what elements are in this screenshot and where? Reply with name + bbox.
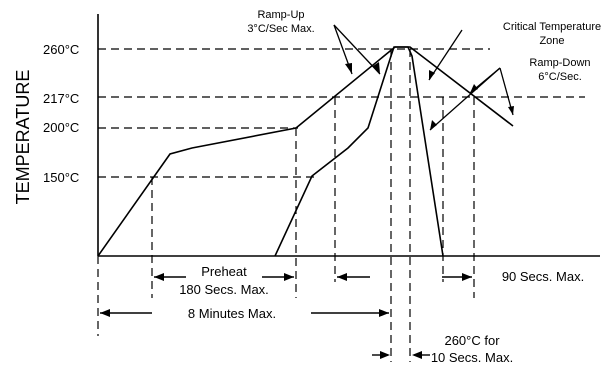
time-reference-lines bbox=[97, 49, 475, 362]
y-tick-260: 260°C bbox=[43, 42, 79, 57]
preheat-label-1: Preheat bbox=[201, 264, 247, 279]
y-tick-217: 217°C bbox=[43, 91, 79, 106]
total-time-label: 8 Minutes Max. bbox=[188, 306, 276, 321]
profile-curve-lower bbox=[274, 46, 444, 257]
temperature-reference-lines bbox=[98, 48, 585, 178]
timing-arrowheads bbox=[100, 273, 472, 359]
ramp-up-label-2: 3°C/Sec Max. bbox=[247, 23, 314, 35]
timing-arrows bbox=[100, 276, 472, 356]
preheat-label-2: 180 Secs. Max. bbox=[179, 282, 269, 297]
tal-label: 90 Secs. Max. bbox=[502, 269, 584, 284]
ramp-down-label-1: Ramp-Down bbox=[529, 57, 590, 69]
y-tick-200: 200°C bbox=[43, 120, 79, 135]
ramp-up-label-1: Ramp-Up bbox=[257, 9, 304, 21]
ramp-down-label-2: 6°C/Sec. bbox=[538, 71, 582, 83]
critical-zone-label-2: Zone bbox=[539, 35, 564, 47]
annotation-arrowheads bbox=[345, 62, 514, 130]
peak-label-2: 10 Secs. Max. bbox=[431, 350, 513, 365]
peak-label-1: 260°C for bbox=[444, 333, 500, 348]
y-tick-150: 150°C bbox=[43, 170, 79, 185]
annotation-arrows bbox=[333, 24, 514, 131]
critical-zone-label-1: Critical Temperature bbox=[503, 21, 601, 33]
profile-curve-upper bbox=[97, 46, 514, 257]
y-axis-label: TEMPERATURE bbox=[13, 70, 33, 205]
